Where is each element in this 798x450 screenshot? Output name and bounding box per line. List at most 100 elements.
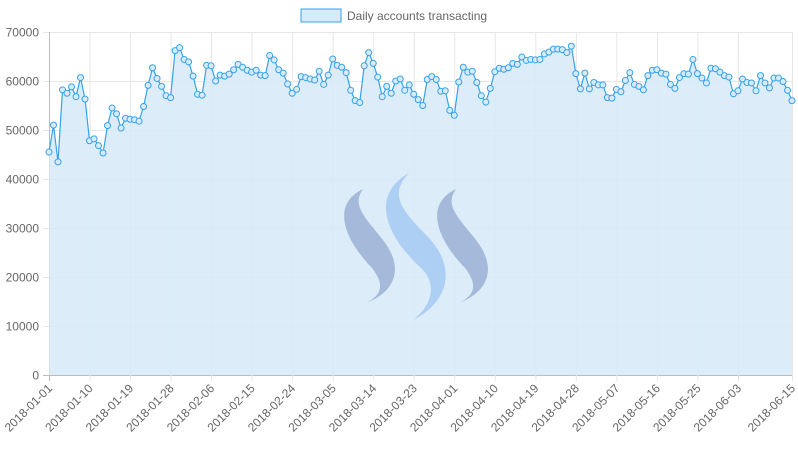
y-axis: 0 10000 20000 30000 40000 50000 60000 70000 [6, 26, 40, 383]
data-point [698, 74, 706, 82]
series-area-fill [49, 46, 792, 376]
steem-logo-stroke-left [344, 189, 395, 303]
data-point [684, 70, 692, 78]
y-tick-label: 20000 [6, 271, 40, 285]
data-point [410, 90, 418, 98]
data-point [432, 76, 440, 84]
data-point [450, 111, 458, 119]
data-point [144, 81, 152, 89]
data-point [45, 148, 53, 156]
y-tick-label: 70000 [6, 26, 40, 40]
data-point [675, 74, 683, 82]
data-point [261, 72, 269, 80]
data-point [212, 77, 220, 85]
data-point [738, 75, 746, 83]
data-point [419, 102, 427, 109]
data-point [279, 69, 287, 77]
data-point [414, 96, 422, 104]
data-point [477, 92, 485, 100]
legend-swatch [300, 8, 342, 23]
data-point [356, 99, 364, 107]
legend[interactable]: Daily accounts transacting [300, 8, 487, 23]
data-point [320, 80, 328, 88]
data-point [774, 74, 782, 82]
data-point [765, 84, 773, 92]
data-point [473, 78, 481, 86]
data-point [104, 122, 112, 130]
data-point [518, 53, 526, 61]
data-point [95, 142, 103, 150]
data-point [176, 44, 184, 52]
data-point [563, 49, 571, 57]
data-point [779, 77, 787, 85]
data-point [536, 55, 544, 63]
data-point [72, 93, 80, 101]
data-point [158, 82, 166, 90]
data-point [275, 66, 283, 74]
y-tick-label: 0 [32, 369, 39, 383]
data-point [734, 87, 742, 95]
data-point [617, 88, 625, 96]
data-point [383, 82, 391, 90]
data-point [608, 94, 616, 102]
x-axis: 2018-01-012018-01-102018-01-192018-01-28… [2, 381, 798, 435]
data-point [572, 70, 580, 78]
data-point [468, 67, 476, 75]
y-tick-label: 10000 [6, 320, 40, 334]
steem-logo [344, 173, 488, 320]
data-point [396, 75, 404, 83]
data-point [567, 42, 575, 50]
data-point [621, 77, 629, 85]
data-point [725, 73, 733, 81]
data-point [662, 70, 670, 78]
data-point [576, 85, 584, 93]
data-point [185, 58, 193, 66]
data-point [311, 76, 319, 84]
data-point [756, 72, 764, 80]
data-point [324, 71, 332, 79]
data-point [486, 84, 494, 92]
data-point [284, 80, 292, 88]
data-point [77, 74, 85, 82]
data-point [270, 56, 278, 64]
data-point [581, 69, 589, 77]
data-point [671, 84, 679, 92]
data-point [59, 86, 67, 94]
data-point [446, 106, 454, 114]
data-point [482, 98, 490, 106]
data-point [716, 68, 724, 76]
data-point [342, 69, 350, 77]
data-point [401, 86, 409, 94]
data-point [455, 78, 463, 86]
data-point [252, 66, 260, 74]
data-point [585, 85, 593, 93]
data-point [784, 86, 791, 94]
data-point [639, 86, 647, 94]
data-point [653, 66, 661, 74]
data-point [288, 89, 296, 97]
data-point [329, 55, 337, 63]
data-point [68, 83, 76, 91]
data-point [788, 97, 796, 105]
data-point [153, 75, 161, 83]
data-point [513, 60, 521, 68]
data-point [365, 49, 373, 57]
y-tick-label: 30000 [6, 222, 40, 236]
data-point [90, 135, 98, 143]
data-point [491, 68, 499, 76]
data-point [360, 62, 368, 70]
data-point [167, 94, 175, 102]
series-line [48, 45, 793, 163]
data-point [504, 64, 512, 72]
steem-logo-stroke-right [437, 189, 488, 303]
data-point [369, 59, 377, 67]
data-point [378, 93, 386, 101]
data-point [135, 117, 143, 125]
data-point [441, 87, 449, 95]
steem-logo-stroke-center [385, 173, 446, 320]
y-tick-label: 60000 [6, 75, 40, 89]
data-point [689, 55, 697, 63]
data-point [293, 85, 301, 93]
data-point [198, 91, 206, 99]
